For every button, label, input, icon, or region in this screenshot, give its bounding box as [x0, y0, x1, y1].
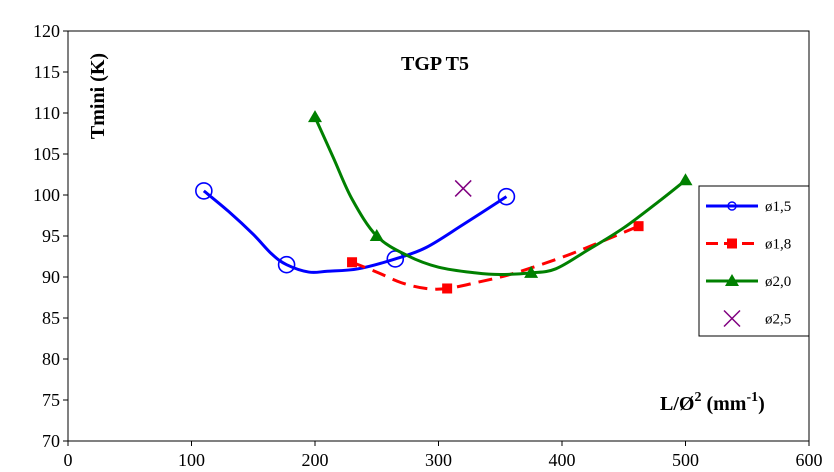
legend: ø1,5 ø1,8 ø2,0 ø2,5 — [698, 185, 810, 337]
plot-area-border — [67, 30, 810, 442]
y-tick-label: 85 — [42, 308, 60, 328]
data-point — [195, 182, 213, 200]
data-point — [369, 229, 384, 241]
x-tick-label: 500 — [672, 450, 699, 470]
data-point — [277, 255, 296, 274]
legend-label: ø2,5 — [765, 312, 791, 328]
series-3 — [308, 110, 693, 278]
y-tick-label: 105 — [33, 144, 60, 164]
legend-box — [698, 185, 810, 337]
series-layer — [195, 110, 693, 294]
legend-label: ø1,8 — [765, 237, 791, 253]
chart-title: TGP T5 — [401, 53, 469, 75]
x-tick-label: 200 — [302, 450, 329, 470]
y-axis-ticks: 70 75 80 85 90 95 100 105 110 115 120 — [33, 21, 68, 451]
y-tick-label: 90 — [42, 267, 60, 287]
legend-swatch-marker-stroke — [723, 309, 741, 328]
x-tick-label: 300 — [425, 450, 452, 470]
data-point — [633, 221, 644, 232]
y-tick-label: 115 — [34, 62, 60, 82]
data-point — [524, 265, 539, 278]
legend-swatch-marker — [727, 238, 737, 249]
x-axis-label-mid: (mm — [701, 393, 746, 415]
y-tick-label: 95 — [42, 226, 60, 246]
x-axis-label-sup2: -1 — [746, 390, 758, 405]
legend-label: ø2,0 — [765, 274, 791, 290]
legend-item-4: ø2,5 — [723, 309, 791, 328]
series-1-line — [202, 189, 508, 274]
legend-item-2: ø1,8 — [706, 237, 791, 253]
legend-swatch-marker — [725, 274, 739, 286]
x-axis-ticks: 0 100 200 300 400 500 600 — [64, 441, 823, 470]
data-point — [678, 173, 693, 186]
legend-swatch-marker — [723, 309, 741, 328]
x-tick-label: 100 — [178, 450, 205, 470]
y-tick-label: 100 — [33, 185, 60, 205]
x-tick-label: 600 — [796, 450, 823, 470]
data-point — [442, 283, 453, 294]
y-tick-label: 70 — [42, 431, 60, 451]
x-axis-label-main: L/Ø — [660, 393, 694, 415]
y-tick-label: 75 — [42, 390, 60, 410]
series-2 — [347, 221, 644, 294]
x-axis-label-end: ) — [758, 393, 765, 415]
data-point — [454, 179, 472, 197]
y-tick-label: 110 — [34, 103, 60, 123]
legend-swatch-marker — [727, 201, 737, 211]
series-1 — [195, 182, 516, 274]
series-3-line — [313, 116, 687, 277]
data-point — [497, 187, 516, 206]
data-point — [308, 110, 322, 123]
series-2-line — [351, 224, 640, 291]
y-axis-label: Tmini (K) — [87, 53, 109, 139]
y-tick-label: 80 — [42, 349, 60, 369]
legend-item-1: ø1,5 — [706, 199, 791, 215]
y-tick-label: 120 — [33, 21, 60, 41]
legend-label: ø1,5 — [765, 199, 791, 215]
x-tick-label: 0 — [64, 450, 73, 470]
x-axis-label: L/Ø2 (mm-1) — [660, 390, 765, 415]
x-tick-label: 400 — [549, 450, 576, 470]
data-point-stroke — [454, 179, 472, 197]
legend-item-3: ø2,0 — [706, 274, 791, 290]
x-axis-label-sup1: 2 — [694, 390, 701, 405]
data-point — [347, 257, 358, 268]
series-4 — [454, 179, 472, 197]
